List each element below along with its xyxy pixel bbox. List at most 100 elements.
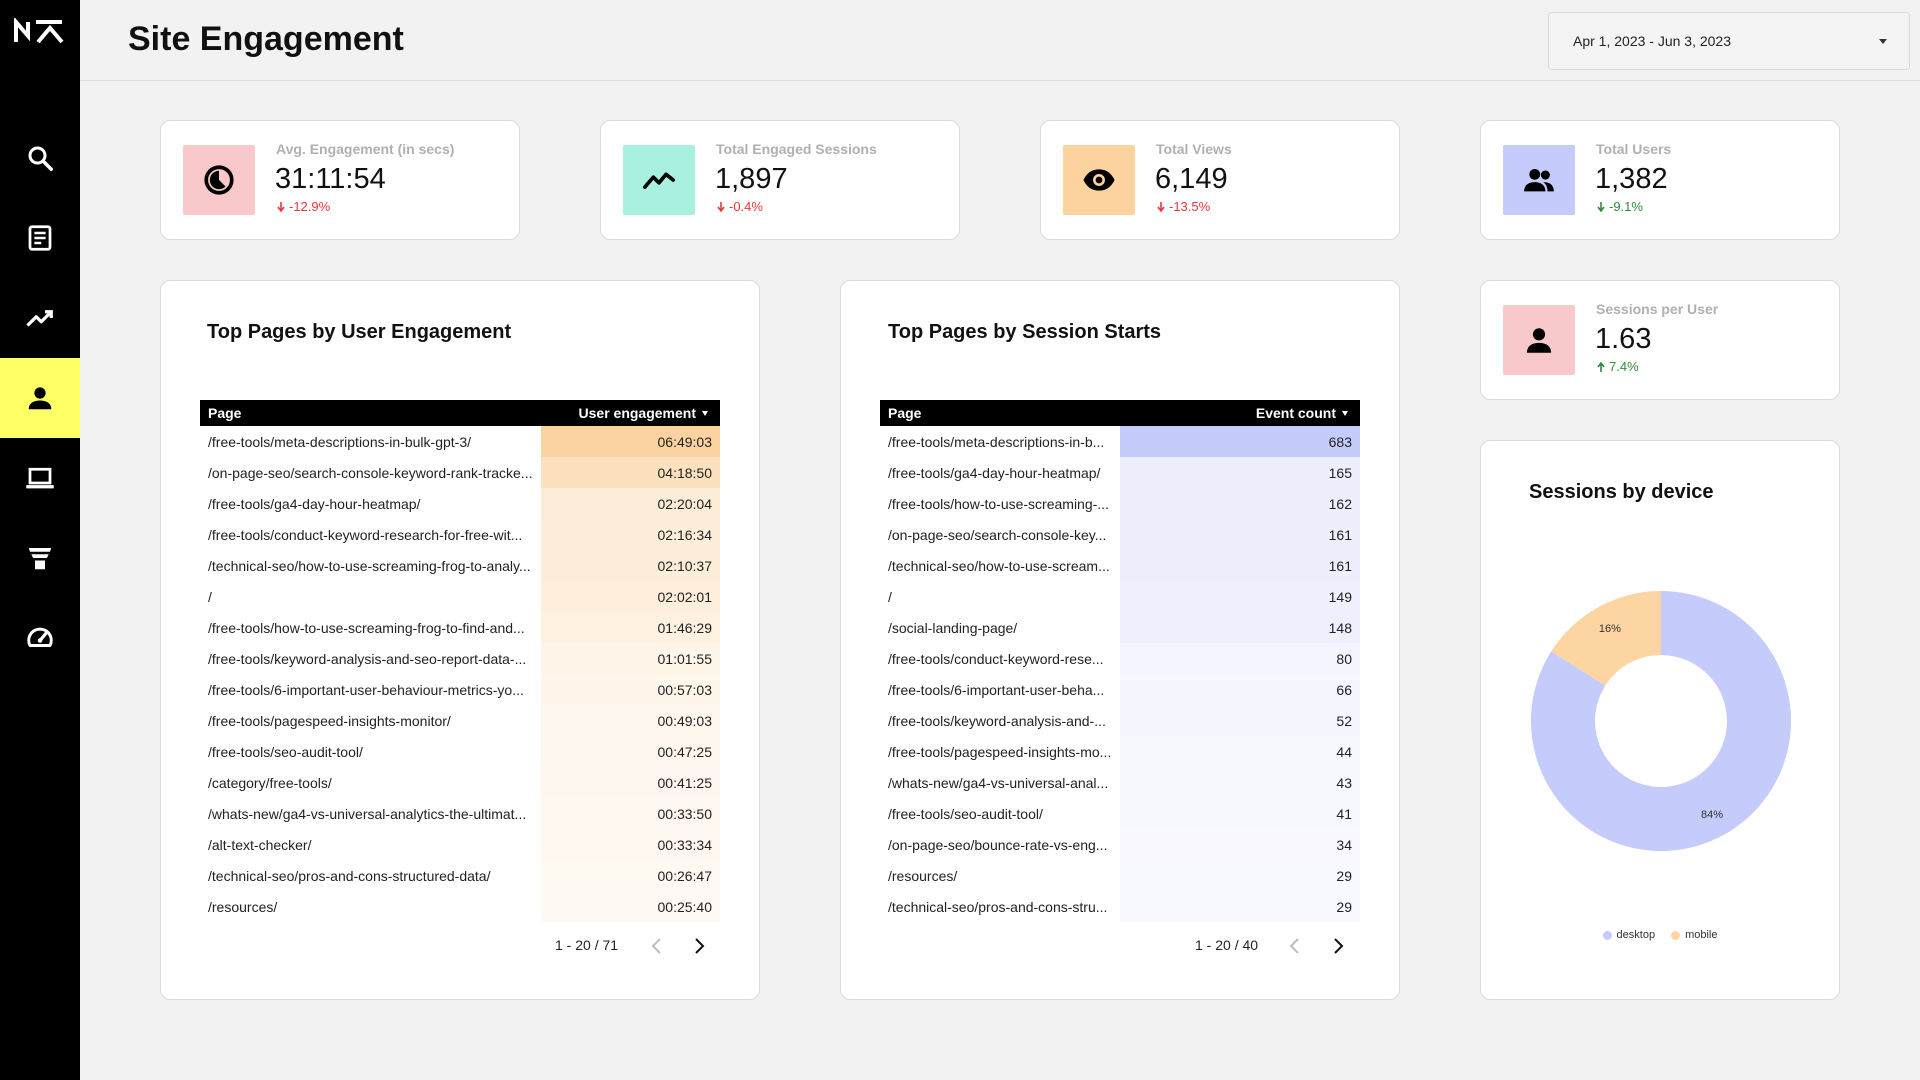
- cell-metric: 165: [1120, 457, 1360, 488]
- table-row[interactable]: /free-tools/ga4-day-hour-heatmap/165: [880, 457, 1360, 488]
- table-row[interactable]: /free-tools/meta-descriptions-in-b... 683: [880, 426, 1360, 457]
- cell-metric: 66: [1120, 674, 1360, 705]
- table-row[interactable]: /free-tools/how-to-use-screaming-... 162: [880, 488, 1360, 519]
- cell-metric: 80: [1120, 643, 1360, 674]
- table-body: /free-tools/meta-descriptions-in-bulk-gp…: [200, 426, 720, 942]
- cell-metric: 34: [1120, 829, 1360, 860]
- nav-users[interactable]: [0, 358, 80, 438]
- table-row[interactable]: /free-tools/conduct-keyword-rese... 80: [880, 643, 1360, 674]
- kpi-icon-box: [183, 145, 255, 215]
- table-row[interactable]: /whats-new/ga4-vs-universal-analytics-th…: [200, 798, 720, 829]
- cell-metric: 149: [1120, 581, 1360, 612]
- chevron-right-icon: [695, 938, 705, 954]
- legend-item-desktop[interactable]: desktop: [1602, 929, 1656, 941]
- kpi-icon-box: [1503, 145, 1575, 215]
- donut-slice-desktop[interactable]: [1531, 591, 1791, 851]
- cell-metric: 00:25:40: [541, 891, 720, 922]
- cell-page: /on-page-seo/search-console-key...: [888, 527, 1107, 543]
- donut-chart: 84% 16%: [1531, 591, 1791, 851]
- pagination-label: 1 - 20 / 40: [1195, 937, 1259, 953]
- prev-page-button[interactable]: [645, 935, 667, 957]
- cell-page: /free-tools/6-important-user-behaviour-m…: [208, 682, 524, 698]
- table-row[interactable]: /free-tools/keyword-analysis-and-seo-rep…: [200, 643, 720, 674]
- person-icon: [28, 387, 52, 410]
- kpi-label: Total Engaged Sessions: [716, 141, 877, 157]
- table-row[interactable]: /technical-seo/how-to-use-scream... 161: [880, 550, 1360, 581]
- cell-metric: 01:01:55: [541, 643, 720, 674]
- column-header-user-engagement[interactable]: User engagement: [579, 405, 708, 421]
- chart-legend: desktop mobile: [1481, 929, 1839, 941]
- table-row[interactable]: / 149: [880, 581, 1360, 612]
- chevron-left-icon: [651, 938, 661, 954]
- donut-slice-mobile[interactable]: [1551, 591, 1661, 686]
- cell-metric: 00:41:25: [541, 767, 720, 798]
- next-page-button[interactable]: [689, 935, 711, 957]
- legend-swatch: [1602, 930, 1612, 940]
- table-row[interactable]: /social-landing-page/148: [880, 612, 1360, 643]
- cell-metric: 43: [1120, 767, 1360, 798]
- nav-funnel[interactable]: [0, 518, 80, 598]
- legend-label: desktop: [1616, 929, 1656, 941]
- table-row[interactable]: /category/free-tools/00:41:25: [200, 767, 720, 798]
- cell-page: /on-page-seo/search-console-keyword-rank…: [208, 465, 533, 481]
- next-page-button[interactable]: [1328, 935, 1350, 957]
- nav-search[interactable]: [0, 118, 80, 198]
- cell-metric: 01:46:29: [541, 612, 720, 643]
- table-row[interactable]: /on-page-seo/bounce-rate-vs-eng... 34: [880, 829, 1360, 860]
- cell-page: /technical-seo/how-to-use-screaming-frog…: [208, 558, 531, 574]
- table-row[interactable]: /free-tools/6-important-user-behaviour-m…: [200, 674, 720, 705]
- table-row[interactable]: /resources/00:25:40: [200, 891, 720, 922]
- table-row[interactable]: /on-page-seo/search-console-keyword-rank…: [200, 457, 720, 488]
- brand-logo: [14, 18, 64, 44]
- sessions-by-device-card: Sessions by device 84% 16% desktop mobile: [1480, 440, 1840, 1000]
- cell-metric: 148: [1120, 612, 1360, 643]
- kpi-value: 1,382: [1595, 163, 1668, 195]
- column-header-event-count[interactable]: Event count: [1256, 405, 1348, 421]
- table-row[interactable]: /free-tools/how-to-use-screaming-frog-to…: [200, 612, 720, 643]
- table-row[interactable]: /resources/29: [880, 860, 1360, 891]
- nav-reports[interactable]: [0, 198, 80, 278]
- table-row[interactable]: /technical-seo/pros-and-cons-stru... 29: [880, 891, 1360, 922]
- search-icon: [28, 146, 53, 171]
- table-row[interactable]: /free-tools/seo-audit-tool/41: [880, 798, 1360, 829]
- cell-metric: 00:47:25: [541, 736, 720, 767]
- column-header-page[interactable]: Page: [208, 405, 242, 421]
- prev-page-button[interactable]: [1283, 935, 1305, 957]
- date-range-picker[interactable]: Apr 1, 2023 - Jun 3, 2023: [1548, 12, 1910, 70]
- table-row[interactable]: /free-tools/keyword-analysis-and-... 52: [880, 705, 1360, 736]
- arrow-down-icon: [1597, 201, 1605, 212]
- person-icon: [1526, 328, 1552, 353]
- header: Site Engagement Apr 1, 2023 - Jun 3, 202…: [80, 0, 1920, 81]
- kpi-card-sessions-per-user: Sessions per User 1.63 7.4%: [1480, 280, 1840, 400]
- kpi-delta: 7.4%: [1597, 359, 1639, 374]
- cell-metric: 00:26:47: [541, 860, 720, 891]
- nav-devices[interactable]: [0, 438, 80, 518]
- column-header-page[interactable]: Page: [888, 405, 922, 421]
- cell-metric: 52: [1120, 705, 1360, 736]
- table-row[interactable]: /free-tools/seo-audit-tool/00:47:25: [200, 736, 720, 767]
- kpi-label: Total Users: [1596, 141, 1672, 157]
- table-row[interactable]: /free-tools/pagespeed-insights-monitor/0…: [200, 705, 720, 736]
- document-icon: [28, 225, 52, 251]
- laptop-icon: [26, 467, 54, 489]
- cell-page: /category/free-tools/: [208, 775, 332, 791]
- legend-item-mobile[interactable]: mobile: [1671, 929, 1717, 941]
- table-row[interactable]: /free-tools/ga4-day-hour-heatmap/02:20:0…: [200, 488, 720, 519]
- table-row[interactable]: /free-tools/conduct-keyword-research-for…: [200, 519, 720, 550]
- table-row[interactable]: /technical-seo/pros-and-cons-structured-…: [200, 860, 720, 891]
- kpi-value: 31:11:54: [275, 163, 386, 195]
- table-row[interactable]: /free-tools/pagespeed-insights-mo... 44: [880, 736, 1360, 767]
- table-row[interactable]: /whats-new/ga4-vs-universal-anal... 43: [880, 767, 1360, 798]
- table-header: Page Event count: [880, 400, 1360, 426]
- table-row[interactable]: / 02:02:01: [200, 581, 720, 612]
- table-row[interactable]: /on-page-seo/search-console-key... 161: [880, 519, 1360, 550]
- nav-trends[interactable]: [0, 278, 80, 358]
- table-row[interactable]: /free-tools/meta-descriptions-in-bulk-gp…: [200, 426, 720, 457]
- legend-swatch: [1671, 930, 1681, 940]
- table-row[interactable]: /free-tools/6-important-user-beha... 66: [880, 674, 1360, 705]
- cell-metric: 44: [1120, 736, 1360, 767]
- nav-performance[interactable]: [0, 598, 80, 678]
- column-header-label: User engagement: [578, 405, 696, 421]
- table-row[interactable]: /alt-text-checker/00:33:34: [200, 829, 720, 860]
- table-row[interactable]: /technical-seo/how-to-use-screaming-frog…: [200, 550, 720, 581]
